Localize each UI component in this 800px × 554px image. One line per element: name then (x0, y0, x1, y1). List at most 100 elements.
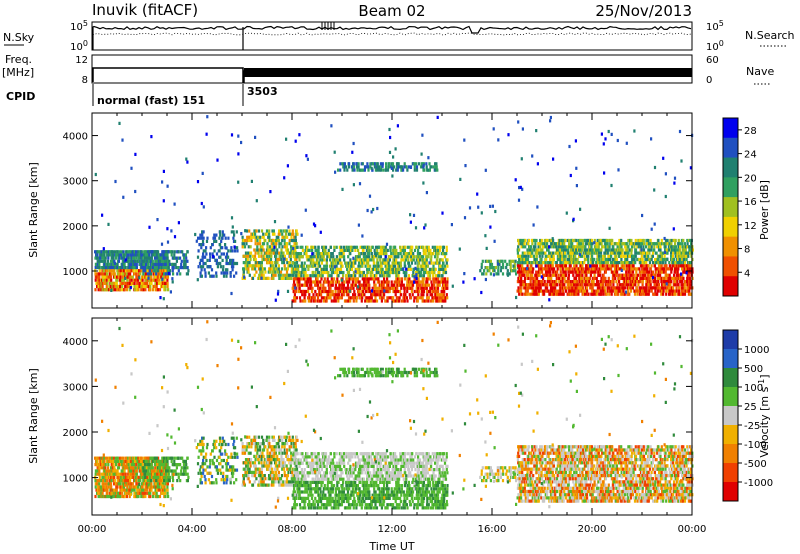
power-cell (604, 257, 607, 262)
power-cell (304, 248, 307, 252)
nave-tick-high: 60 (706, 55, 719, 66)
power-cell (168, 262, 171, 266)
power-cell (334, 293, 337, 297)
freq-tick-high: 12 (75, 55, 88, 66)
power-cell (287, 225, 290, 229)
power-cell (584, 238, 587, 243)
power-cell (116, 250, 119, 254)
power-cell (264, 257, 267, 262)
power-cell (585, 280, 588, 284)
power-cell (418, 255, 421, 259)
station-title: Inuvik (fitACF) (92, 1, 198, 19)
power-cell (423, 264, 426, 268)
power-cell (109, 262, 112, 266)
power-cell (596, 251, 599, 255)
power-cell (677, 242, 680, 246)
power-cell (133, 272, 136, 276)
power-cell (273, 245, 276, 249)
power-cell (201, 233, 204, 237)
power-cell (683, 245, 686, 249)
power-cell (382, 274, 385, 278)
power-cell (280, 276, 283, 280)
power-cell (538, 280, 541, 284)
power-cell (316, 277, 319, 281)
power-cell (372, 299, 375, 303)
power-cell (540, 267, 543, 271)
power-cell (286, 289, 290, 293)
power-cell (602, 257, 605, 262)
power-cell (408, 255, 411, 259)
power-cell (215, 233, 218, 237)
power-cell (631, 270, 635, 274)
power-cell (229, 271, 232, 275)
power-cell (326, 277, 329, 281)
power-cell (415, 276, 418, 280)
power-cell (233, 274, 236, 278)
power-cell (372, 258, 375, 262)
power-cell (136, 288, 139, 292)
power-cell (411, 280, 414, 284)
power-cell (546, 264, 549, 268)
power-cell (409, 280, 413, 284)
power-cell (352, 264, 355, 268)
power-cell (430, 255, 433, 259)
power-cell (213, 249, 216, 253)
power-cell (149, 272, 153, 276)
power-cell (219, 230, 222, 234)
power-cell (671, 264, 674, 268)
power-cell (177, 266, 180, 270)
power-cell (317, 261, 321, 265)
power-cell (267, 261, 270, 265)
power-cell (337, 261, 340, 265)
power-cell (301, 299, 304, 303)
power-cell (266, 254, 269, 258)
power-cell (241, 242, 244, 246)
power-cell (224, 243, 227, 247)
power-cell (368, 299, 371, 303)
power-cell (121, 281, 124, 285)
power-cell (150, 278, 153, 282)
power-cell (328, 286, 331, 290)
power-cell (538, 289, 541, 293)
power-cell (381, 162, 384, 166)
power-cell (501, 272, 505, 276)
power-cell (118, 250, 121, 254)
power-cell (592, 267, 595, 271)
power-cell (577, 292, 580, 296)
power-cell (365, 280, 368, 284)
power-cell (599, 270, 602, 274)
power-cell (521, 127, 524, 131)
power-cell (424, 267, 428, 271)
power-cell (433, 280, 436, 284)
power-cell (630, 273, 633, 277)
power-cell (553, 283, 556, 287)
power-cell (663, 250, 667, 254)
power-cell (620, 245, 623, 249)
power-cell (254, 135, 257, 139)
power-cell (629, 238, 632, 243)
power-cell (399, 264, 403, 268)
power-cell (283, 267, 286, 271)
power-cell (621, 276, 624, 280)
power-cell (373, 289, 376, 294)
power-cell (648, 270, 651, 274)
power-cell (158, 272, 161, 276)
power-cell (257, 254, 261, 258)
power-cell (304, 299, 307, 303)
power-cell (442, 280, 445, 284)
power-cell (580, 254, 584, 258)
power-cell (532, 292, 535, 296)
power-cell (422, 255, 425, 259)
power-cell (340, 270, 343, 275)
power-cell (353, 283, 356, 287)
power-cell (157, 262, 160, 266)
power-cell (289, 264, 293, 268)
power-cell (307, 299, 310, 303)
power-cell (242, 254, 246, 258)
power-cell (270, 242, 273, 246)
power-cell (152, 284, 156, 289)
power-cell (426, 289, 429, 294)
power-cell (298, 255, 301, 259)
power-cell (422, 181, 425, 185)
power-cell (209, 246, 212, 250)
